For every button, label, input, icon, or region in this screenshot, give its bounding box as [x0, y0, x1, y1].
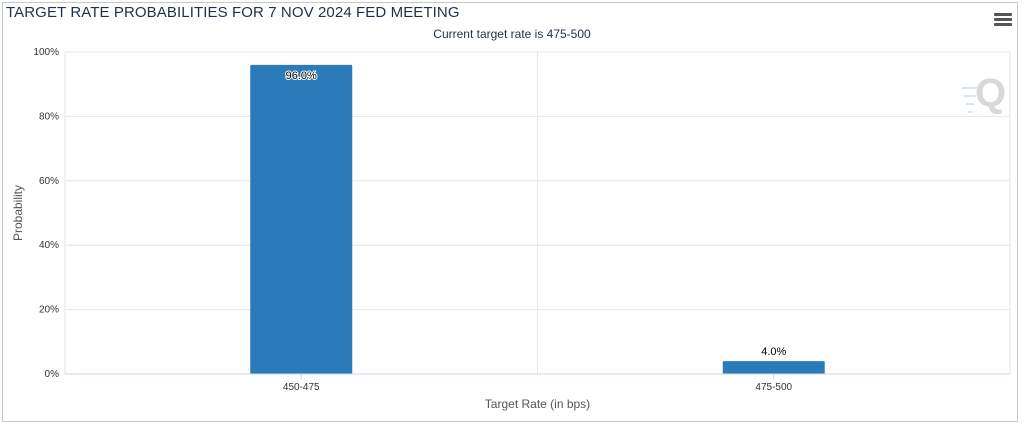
chart-frame	[2, 2, 1018, 422]
data-labels: 96.0% 4.0%	[285, 69, 788, 359]
q-logo-icon: Q	[962, 71, 1006, 115]
bars	[250, 64, 825, 374]
y-tick-label: 20%	[39, 305, 59, 316]
chart-title: TARGET RATE PROBABILITIES FOR 7 NOV 2024…	[6, 4, 460, 21]
x-tick-label: 450-475	[283, 382, 320, 393]
menu-line	[994, 18, 1012, 21]
y-tick-label: 80%	[39, 111, 59, 122]
x-axis-ticks: 450-475 475-500	[283, 374, 793, 393]
svg-text:Q: Q	[975, 71, 1006, 115]
chart-subtitle: Current target rate is 475-500	[433, 27, 591, 41]
menu-line	[994, 13, 1012, 16]
x-axis-title: Target Rate (in bps)	[485, 397, 590, 411]
y-tick-label: 40%	[39, 240, 59, 251]
data-label: 4.0%	[761, 346, 786, 358]
y-tick-label: 60%	[39, 176, 59, 187]
menu-line	[994, 23, 1012, 26]
hamburger-menu-icon[interactable]	[994, 13, 1012, 29]
grid-lines	[64, 51, 1011, 375]
y-tick-label: 100%	[33, 47, 59, 58]
y-axis-ticks: 0% 20% 40% 60% 80% 100%	[33, 47, 59, 380]
y-axis-title: Probability	[11, 185, 25, 241]
y-tick-label: 0%	[45, 369, 60, 380]
bar-450-475[interactable]	[250, 64, 353, 374]
bar-475-500[interactable]	[722, 361, 825, 374]
data-label: 96.0%	[286, 70, 317, 82]
x-tick-label: 475-500	[755, 382, 792, 393]
